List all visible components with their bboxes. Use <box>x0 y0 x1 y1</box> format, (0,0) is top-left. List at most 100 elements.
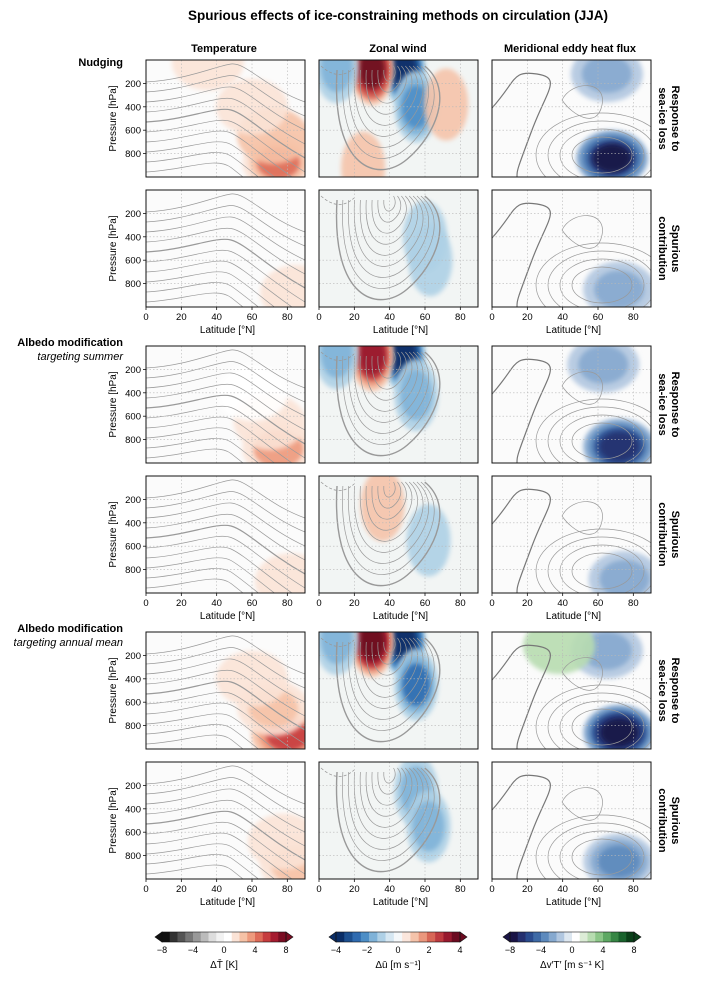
climatology-contour <box>146 361 305 403</box>
colorbar-tick-label: 0 <box>569 945 574 955</box>
colorbar-swatch <box>393 932 403 942</box>
climatology-contour <box>146 249 305 303</box>
colorbar-extend-high <box>459 931 468 943</box>
climatology-contour <box>342 637 435 731</box>
climatology-contour <box>353 195 424 267</box>
climatology-contour <box>547 692 651 749</box>
panel-frame <box>145 631 306 750</box>
panel-zonal-wind: 0 20 40 60 80 Latitude [°N] <box>316 475 479 622</box>
panel-heat-flux <box>491 631 652 750</box>
y-tick-label: 200 <box>125 781 141 792</box>
y-tick-label: 800 <box>125 279 141 290</box>
climatology-contour <box>377 637 402 665</box>
climatology-contour <box>146 535 305 589</box>
x-axis-label: Latitude [°N] <box>546 325 601 336</box>
panel-frame <box>318 631 479 750</box>
climatology-contour <box>146 152 259 177</box>
panel-frame <box>318 189 479 308</box>
x-tick-label: 60 <box>247 884 258 895</box>
y-tick-label: 600 <box>125 256 141 267</box>
climatology-contour <box>146 854 259 879</box>
panel-heat-flux: 0 20 40 60 80 Latitude [°N] <box>489 475 652 622</box>
colorbar-label: Δū [m s⁻¹] <box>375 960 421 971</box>
climatology-contour <box>377 195 402 223</box>
climatology-contour <box>146 557 275 593</box>
colorbar-tick-label: −4 <box>536 945 546 955</box>
climatology-contour <box>365 351 413 401</box>
x-tick-label: 0 <box>489 312 494 323</box>
colorbar-swatch <box>541 932 550 942</box>
x-tick-label: 80 <box>282 598 293 609</box>
panel-frame <box>491 761 652 880</box>
y-axis-label: Pressure [hPa] <box>108 501 119 567</box>
climatology-contour <box>535 398 651 463</box>
row-label: Spuriouscontribution <box>656 502 681 566</box>
panel-frame <box>491 475 652 594</box>
climatology-contour <box>342 767 435 861</box>
panel-heat-flux: 0 20 40 60 80 Latitude [°N] <box>489 189 652 336</box>
climatology-contour <box>146 765 305 805</box>
x-tick-label: 0 <box>316 312 321 323</box>
panel-frame <box>318 761 479 880</box>
climatology-contour <box>547 536 651 593</box>
colorbar-swatch <box>626 932 635 942</box>
x-tick-label: 40 <box>384 312 395 323</box>
colorbar-swatch <box>435 932 444 942</box>
panel-zonal-wind: 0 20 40 60 80 Latitude [°N] <box>316 189 479 336</box>
row-label: Response tosea-ice loss <box>656 371 681 437</box>
x-tick-label: 0 <box>316 884 321 895</box>
panel-temperature: 200 400 600 800 Pressure [hPa] <box>108 59 306 178</box>
panel-frame <box>491 345 652 464</box>
row-label-line2: sea-ice loss <box>656 87 668 149</box>
climatology-contour <box>342 481 435 575</box>
x-tick-label: 0 <box>143 598 148 609</box>
anomaly-blob <box>599 559 650 593</box>
colorbar-swatch <box>216 932 225 942</box>
colorbar-swatch <box>255 932 264 942</box>
group-sub-albedo-annual: targeting annual mean <box>14 637 123 649</box>
x-tick-label: 60 <box>420 598 431 609</box>
climatology-contour <box>371 351 407 390</box>
x-tick-label: 20 <box>522 312 533 323</box>
colorbar-swatch <box>247 932 256 942</box>
climatology-contour <box>547 822 651 879</box>
climatology-contour <box>492 644 551 749</box>
climatology-contour <box>383 481 396 498</box>
y-tick-label: 200 <box>125 209 141 220</box>
climatology-contour <box>561 85 603 119</box>
colorbar-extend-low <box>502 931 511 943</box>
colorbar-swatch <box>200 932 209 942</box>
y-tick-label: 600 <box>125 542 141 553</box>
climatology-contour <box>365 195 413 245</box>
climatology-contour <box>146 119 305 173</box>
colorbar-swatch <box>278 932 287 942</box>
colorbar-tick-label: 4 <box>252 945 257 955</box>
row-label-line1: Response to <box>669 657 681 723</box>
climatology-contour <box>559 544 645 593</box>
colorbar-frame <box>509 931 635 943</box>
panel-temperature: 200 400 600 800 Pressure [hPa] <box>108 345 306 464</box>
panel-heat-flux: 0 20 40 60 80 Latitude [°N] <box>489 761 652 908</box>
climatology-contour <box>561 371 603 405</box>
colorbar-swatch <box>572 932 581 942</box>
climatology-contour <box>365 65 413 115</box>
climatology-contour <box>146 86 305 131</box>
climatology-contour <box>146 799 305 847</box>
climatology-contour <box>146 832 293 879</box>
colorbar-tick-label: −4 <box>331 945 341 955</box>
panel-heat-flux <box>491 345 652 464</box>
colorbar-tick-label: 8 <box>283 945 288 955</box>
climatology-contour <box>146 349 305 389</box>
climatology-contour <box>365 637 413 687</box>
colorbar-swatch <box>418 932 428 942</box>
x-tick-label: 0 <box>143 884 148 895</box>
climatology-contour <box>146 734 244 749</box>
y-tick-label: 400 <box>125 674 141 685</box>
climatology-contour <box>535 242 651 307</box>
x-axis-label: Latitude [°N] <box>546 897 601 908</box>
colorbar-swatch <box>579 932 588 942</box>
x-axis-label: Latitude [°N] <box>546 611 601 622</box>
climatology-contour <box>559 830 645 879</box>
climatology-contour <box>146 405 305 459</box>
x-tick-label: 40 <box>557 312 568 323</box>
